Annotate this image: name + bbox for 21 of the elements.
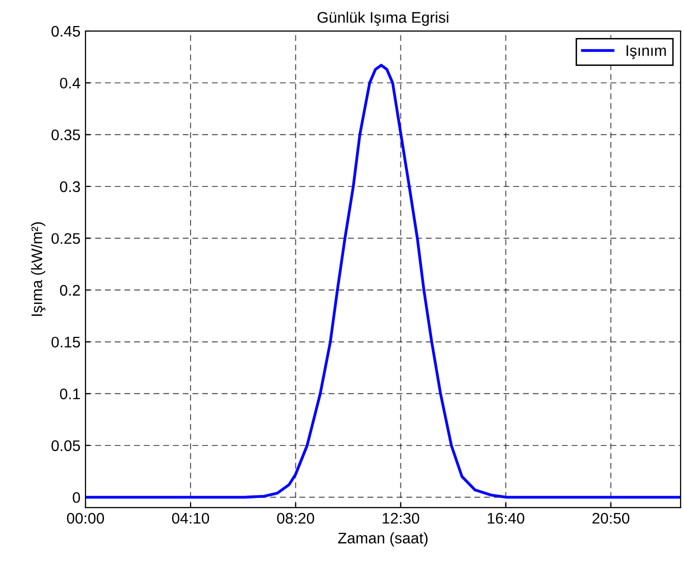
y-axis-title: Işıma (kW/m²) [31,222,46,316]
x-tick-label: 16:40 [488,512,524,524]
y-tick-label: 0.1 [60,388,80,400]
y-tick-label: 0.35 [52,129,80,140]
y-tick-label: 0.3 [60,181,80,192]
y-tick-label: 0.15 [52,336,80,348]
x-tick-label: 20:50 [592,512,630,524]
x-tick-label: 04:10 [172,512,210,524]
x-tick-label: 12:30 [382,512,420,524]
x-axis-title: Zaman (saat) [338,532,428,546]
y-tick-label: 0.05 [52,440,80,452]
y-tick-label: 0 [72,492,80,503]
y-tick-label: 0.25 [52,233,80,244]
chart-title: Günlük Işıma Egrisi [318,12,448,26]
line-series [86,64,681,499]
y-tick-label: 0.45 [52,26,80,37]
x-tick-label: 00:00 [66,512,104,524]
x-tick-label: 08:20 [277,512,314,524]
legend-label: Işınım [626,45,666,60]
y-tick-label: 0.4 [60,78,80,89]
y-tick-label: 0.2 [60,284,80,296]
